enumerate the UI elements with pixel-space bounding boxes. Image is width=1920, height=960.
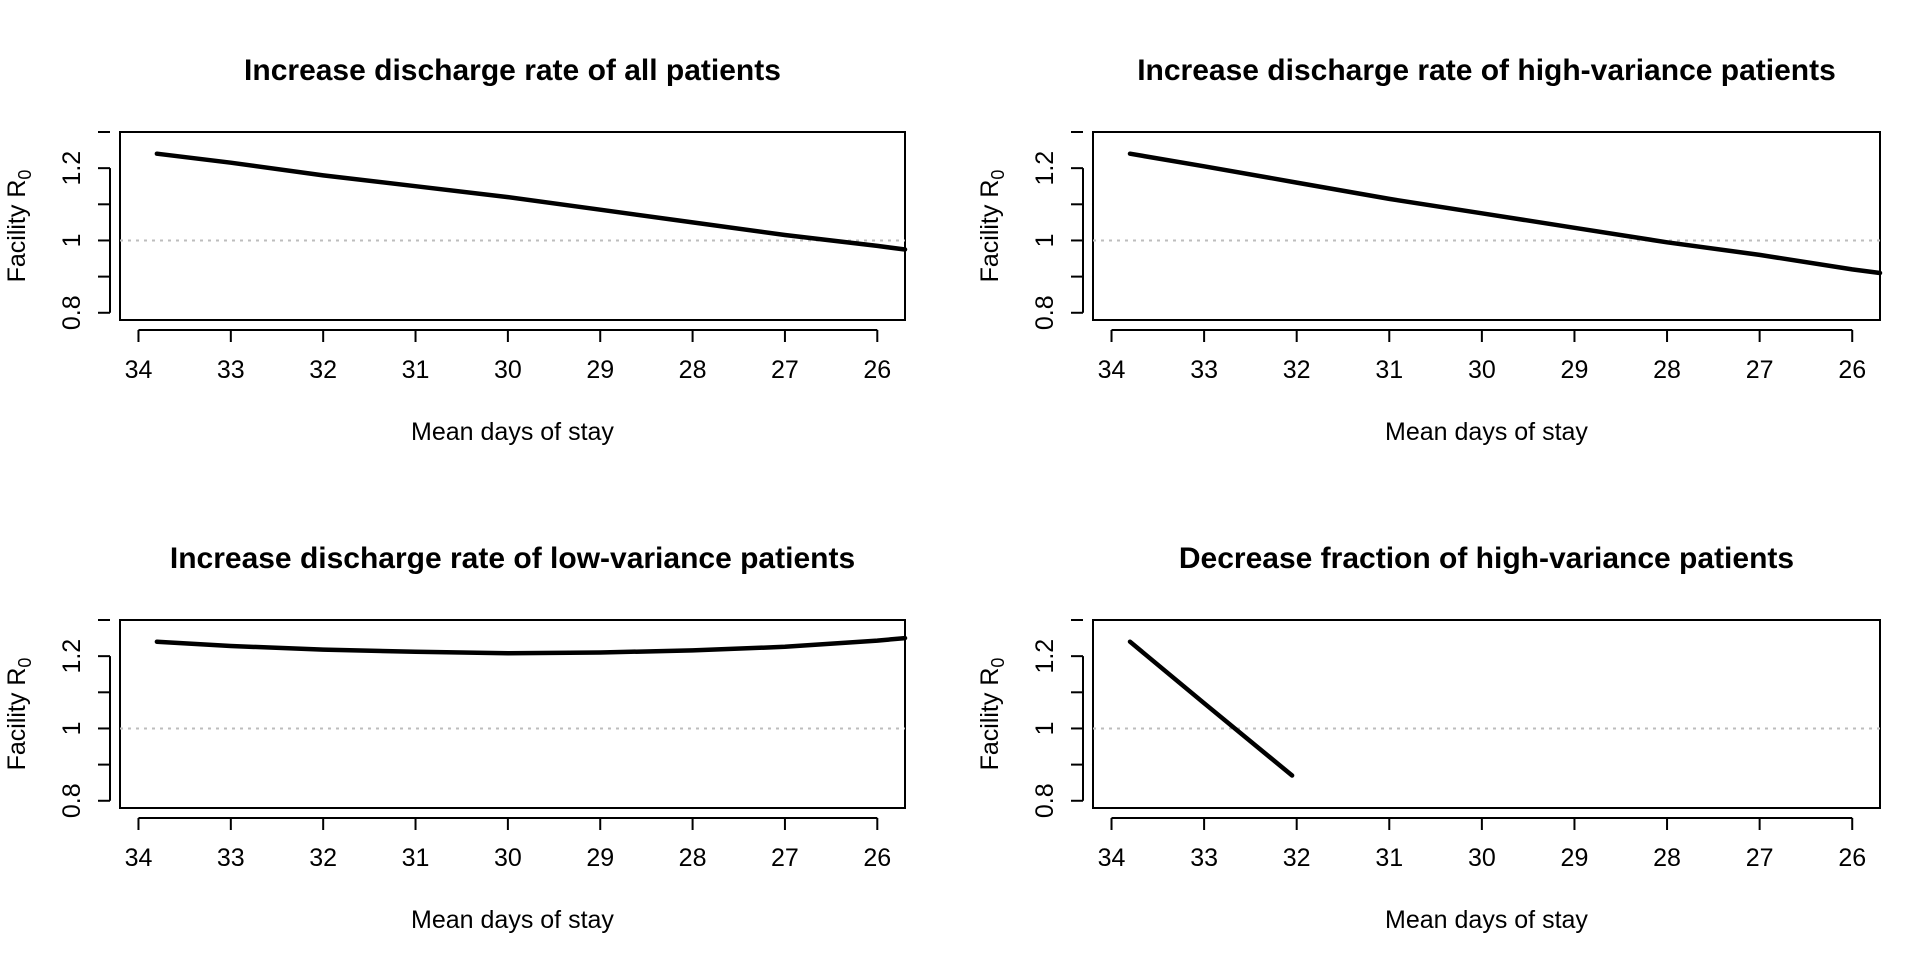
- y-axis-label-subscript: 0: [988, 658, 1008, 668]
- x-tick-label: 30: [1468, 356, 1496, 384]
- x-tick-label: 33: [217, 356, 245, 384]
- x-axis-label: Mean days of stay: [1385, 418, 1588, 446]
- chart-panel-3: Increase discharge rate of low-variance …: [3, 542, 908, 934]
- chart-panel-4: Decrease fraction of high-variance patie…: [976, 542, 1881, 934]
- x-tick-label: 34: [1098, 356, 1126, 384]
- x-tick-label: 26: [1838, 356, 1866, 384]
- y-tick-label: 0.8: [1031, 295, 1059, 330]
- plot-frame: [1092, 131, 1881, 321]
- y-axis-label-text: Facility R: [3, 668, 31, 771]
- x-tick-label: 28: [679, 844, 707, 872]
- plot-frame: [119, 619, 906, 809]
- y-axis-label-text: Facility R: [976, 668, 1004, 771]
- series-line: [1127, 639, 1295, 778]
- x-tick-label: 33: [1190, 356, 1218, 384]
- x-tick-label: 28: [679, 356, 707, 384]
- x-axis-label: Mean days of stay: [411, 418, 614, 446]
- x-tick-label: 30: [494, 356, 522, 384]
- x-tick-label: 27: [1746, 844, 1774, 872]
- chart-title: Increase discharge rate of low-variance …: [170, 542, 855, 575]
- x-tick-label: 33: [217, 844, 245, 872]
- y-axis-label: Facility R0: [3, 170, 35, 283]
- x-tick-label: 26: [863, 844, 891, 872]
- x-tick-label: 30: [494, 844, 522, 872]
- y-tick-label: 0.8: [58, 295, 86, 330]
- y-axis-label-text: Facility R: [3, 180, 31, 283]
- x-tick-label: 34: [1098, 844, 1126, 872]
- x-tick-label: 32: [309, 844, 337, 872]
- x-tick-label: 30: [1468, 844, 1496, 872]
- chart-panel-2: Increase discharge rate of high-variance…: [976, 54, 1883, 446]
- x-tick-label: 29: [586, 356, 614, 384]
- x-tick-label: 31: [1375, 356, 1403, 384]
- chart-title: Increase discharge rate of high-variance…: [1137, 54, 1836, 87]
- x-tick-label: 26: [1838, 844, 1866, 872]
- series-line: [1127, 151, 1883, 276]
- y-axis-label-subscript: 0: [15, 658, 35, 668]
- chart-title: Increase discharge rate of all patients: [244, 54, 781, 87]
- x-axis-label: Mean days of stay: [1385, 906, 1588, 934]
- y-axis-label-subscript: 0: [15, 170, 35, 180]
- chart-panel-1: Increase discharge rate of all patients 3…: [3, 54, 908, 446]
- y-axis-label-subscript: 0: [988, 170, 1008, 180]
- x-tick-label: 28: [1653, 356, 1681, 384]
- x-axis-label: Mean days of stay: [411, 906, 614, 934]
- x-tick-label: 31: [402, 844, 430, 872]
- series-line: [154, 635, 908, 656]
- y-tick-label: 1.2: [58, 151, 86, 186]
- x-tick-label: 33: [1190, 844, 1218, 872]
- y-tick-label: 1.2: [1031, 151, 1059, 186]
- y-axis-label: Facility R0: [3, 658, 35, 771]
- x-tick-label: 28: [1653, 844, 1681, 872]
- y-tick-label: 1: [58, 722, 86, 736]
- x-tick-label: 27: [771, 356, 799, 384]
- y-tick-label: 1: [1031, 722, 1059, 736]
- x-tick-label: 34: [125, 844, 153, 872]
- y-axis-label: Facility R0: [976, 170, 1008, 283]
- chart-title: Decrease fraction of high-variance patie…: [1179, 542, 1794, 575]
- y-tick-label: 1: [58, 234, 86, 248]
- plot-frame: [119, 131, 906, 321]
- y-tick-label: 1.2: [58, 639, 86, 674]
- y-tick-label: 1: [1031, 234, 1059, 248]
- series-line: [154, 151, 908, 252]
- y-tick-label: 0.8: [1031, 783, 1059, 818]
- x-tick-label: 32: [1283, 356, 1311, 384]
- y-tick-label: 0.8: [58, 783, 86, 818]
- y-axis-label-text: Facility R: [976, 180, 1004, 283]
- x-tick-label: 29: [1561, 844, 1589, 872]
- x-tick-label: 26: [863, 356, 891, 384]
- x-tick-label: 32: [1283, 844, 1311, 872]
- x-tick-label: 31: [402, 356, 430, 384]
- x-tick-label: 29: [1561, 356, 1589, 384]
- y-tick-label: 1.2: [1031, 639, 1059, 674]
- x-tick-label: 27: [771, 844, 799, 872]
- x-tick-label: 34: [125, 356, 153, 384]
- x-tick-label: 32: [309, 356, 337, 384]
- x-tick-label: 27: [1746, 356, 1774, 384]
- x-tick-label: 29: [586, 844, 614, 872]
- plot-frame: [1092, 619, 1881, 809]
- x-tick-label: 31: [1375, 844, 1403, 872]
- y-axis-label: Facility R0: [976, 658, 1008, 771]
